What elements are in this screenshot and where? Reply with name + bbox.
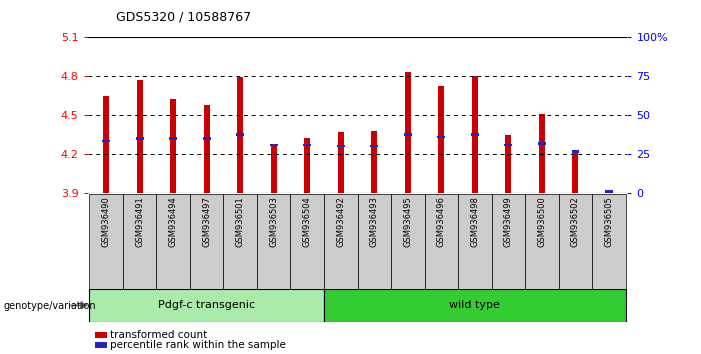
Bar [372,131,377,193]
Bar [571,150,579,153]
Bar [170,99,176,193]
Bar [103,96,109,193]
FancyBboxPatch shape [391,194,425,289]
Bar [370,145,379,147]
Text: GSM936499: GSM936499 [504,196,513,247]
FancyBboxPatch shape [491,194,525,289]
Bar [338,132,343,193]
Text: GSM936502: GSM936502 [571,196,580,247]
FancyBboxPatch shape [224,194,257,289]
Bar [271,145,277,193]
Text: percentile rank within the sample: percentile rank within the sample [110,340,286,350]
Bar [471,133,479,136]
Bar [404,72,411,193]
Bar [237,78,243,193]
FancyBboxPatch shape [156,194,190,289]
Text: GSM936494: GSM936494 [169,196,177,247]
Text: transformed count: transformed count [110,330,207,340]
Bar [404,133,411,136]
FancyBboxPatch shape [324,289,626,322]
Bar [606,192,612,193]
Bar [203,137,210,139]
Text: Pdgf-c transgenic: Pdgf-c transgenic [158,300,255,310]
Bar [605,190,613,193]
Text: GSM936504: GSM936504 [303,196,312,247]
FancyBboxPatch shape [89,289,324,322]
Bar [505,135,512,193]
Bar [438,86,444,193]
Text: GSM936497: GSM936497 [202,196,211,247]
Bar [437,136,445,138]
Bar [136,137,144,139]
Text: GSM936500: GSM936500 [538,196,546,247]
Bar [538,142,546,145]
Text: GSM936505: GSM936505 [604,196,613,247]
Bar [270,144,278,146]
Text: GSM936498: GSM936498 [470,196,479,247]
Text: GSM936491: GSM936491 [135,196,144,247]
FancyBboxPatch shape [123,194,156,289]
Bar [169,137,177,139]
Text: GDS5320 / 10588767: GDS5320 / 10588767 [116,11,251,24]
FancyBboxPatch shape [324,194,358,289]
Text: GSM936503: GSM936503 [269,196,278,247]
FancyBboxPatch shape [257,194,290,289]
Bar [304,144,311,146]
FancyBboxPatch shape [89,194,123,289]
Text: GSM936490: GSM936490 [102,196,111,247]
FancyBboxPatch shape [525,194,559,289]
Text: GSM936495: GSM936495 [403,196,412,247]
Text: GSM936501: GSM936501 [236,196,245,247]
Bar [539,114,545,193]
FancyBboxPatch shape [425,194,458,289]
FancyBboxPatch shape [458,194,491,289]
Text: GSM936492: GSM936492 [336,196,346,247]
Bar [304,138,311,193]
Bar [203,105,210,193]
Bar [336,145,345,147]
FancyBboxPatch shape [559,194,592,289]
Bar [236,133,244,136]
Bar [102,140,110,142]
FancyBboxPatch shape [190,194,224,289]
Bar [472,76,478,193]
Text: GSM936496: GSM936496 [437,196,446,247]
Text: wild type: wild type [449,300,501,310]
Bar [505,144,512,146]
FancyBboxPatch shape [592,194,626,289]
FancyBboxPatch shape [290,194,324,289]
Bar [573,152,578,193]
FancyBboxPatch shape [358,194,391,289]
Text: genotype/variation: genotype/variation [4,301,96,311]
Bar [137,80,142,193]
Text: GSM936493: GSM936493 [369,196,379,247]
